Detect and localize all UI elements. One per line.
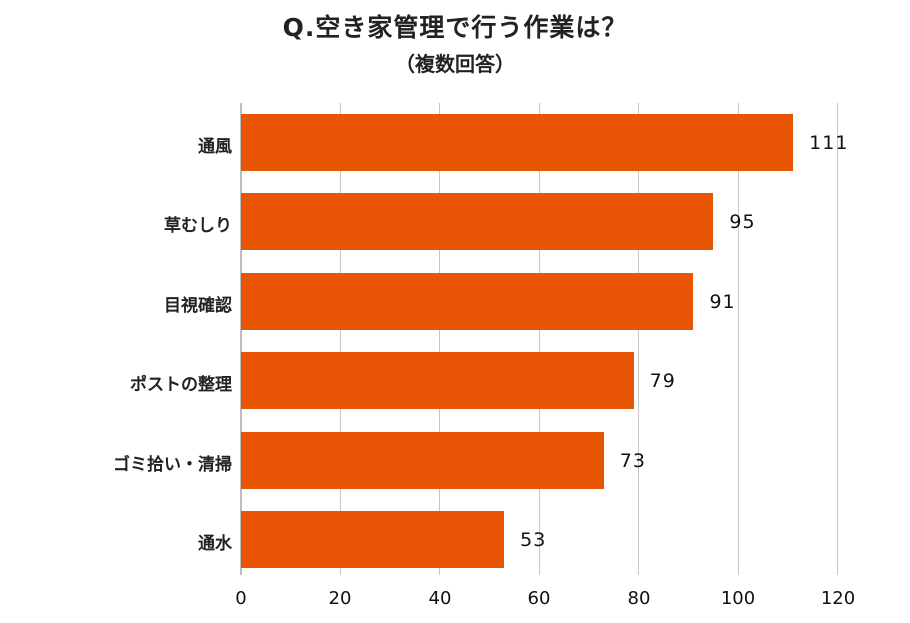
bar: [241, 511, 505, 568]
bar-value-label: 79: [649, 370, 676, 392]
x-tick-label: 100: [720, 588, 756, 609]
x-tick-label: 80: [627, 588, 651, 609]
gridline: [539, 103, 540, 575]
x-tick-label: 0: [235, 588, 247, 609]
chart-subtitle: （複数回答）: [395, 52, 515, 76]
category-label: ゴミ拾い・清掃: [113, 455, 232, 475]
category-label: ポストの整理: [130, 375, 232, 395]
bar-value-label: 95: [729, 211, 756, 233]
bar: [241, 273, 694, 330]
bar-value-label: 53: [520, 529, 547, 551]
category-label: 草むしり: [164, 216, 232, 236]
x-tick-label: 40: [428, 588, 452, 609]
gridline: [638, 103, 639, 575]
bar: [241, 114, 794, 171]
category-label: 通風: [198, 137, 232, 157]
chart-title: Q.空き家管理で行う作業は？: [282, 13, 628, 42]
gridline: [837, 103, 838, 575]
category-label: 通水: [198, 534, 232, 554]
gridline: [340, 103, 341, 575]
gridline: [439, 103, 440, 575]
gridline: [738, 103, 739, 575]
x-tick-label: 120: [820, 588, 856, 609]
category-label: 目視確認: [164, 296, 232, 316]
plot-area: 111 95 91 79 73 53: [240, 103, 847, 575]
x-tick-label: 60: [527, 588, 551, 609]
bar-value-label: 91: [709, 291, 736, 313]
bar-value-label: 73: [619, 450, 646, 472]
bar: [241, 352, 634, 409]
bar: [241, 432, 604, 489]
bar: [241, 193, 714, 250]
y-axis-line: [240, 103, 242, 575]
bar-value-label: 111: [809, 132, 849, 154]
x-tick-label: 20: [328, 588, 352, 609]
